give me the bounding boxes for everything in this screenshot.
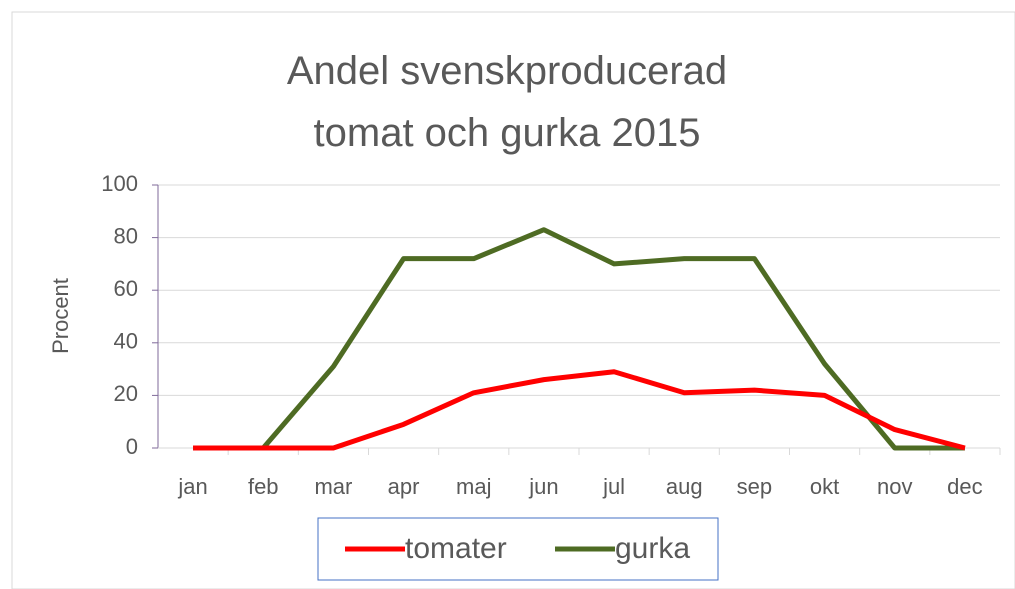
x-tick-label: nov bbox=[877, 474, 912, 499]
chart-title: Andel svenskproducerad tomat och gurka 2… bbox=[286, 49, 728, 155]
x-tick-label: apr bbox=[388, 474, 420, 499]
x-tick-label: mar bbox=[314, 474, 352, 499]
y-tick-label: 80 bbox=[114, 223, 138, 248]
legend-label: tomater bbox=[405, 532, 507, 565]
x-tick-label: jun bbox=[528, 474, 558, 499]
y-tick-label: 60 bbox=[114, 276, 138, 301]
x-tick-label: jan bbox=[177, 474, 207, 499]
y-axis-label: Procent bbox=[48, 278, 73, 354]
series-line bbox=[193, 369, 966, 451]
y-tick-label: 20 bbox=[114, 381, 138, 406]
x-tick-label: sep bbox=[737, 474, 772, 499]
series-line bbox=[193, 227, 965, 451]
x-tick-label: okt bbox=[810, 474, 839, 499]
chart-border bbox=[11, 11, 1015, 589]
legend-label: gurka bbox=[615, 532, 690, 565]
x-tick-label: aug bbox=[666, 474, 703, 499]
x-tick-label: dec bbox=[947, 474, 982, 499]
y-tick-label: 100 bbox=[101, 171, 138, 196]
y-tick-label: 0 bbox=[126, 434, 138, 459]
x-tick-label: jul bbox=[602, 474, 625, 499]
y-tick-label: 40 bbox=[114, 329, 138, 354]
x-tick-label: maj bbox=[456, 474, 491, 499]
x-tick-label: feb bbox=[248, 474, 279, 499]
